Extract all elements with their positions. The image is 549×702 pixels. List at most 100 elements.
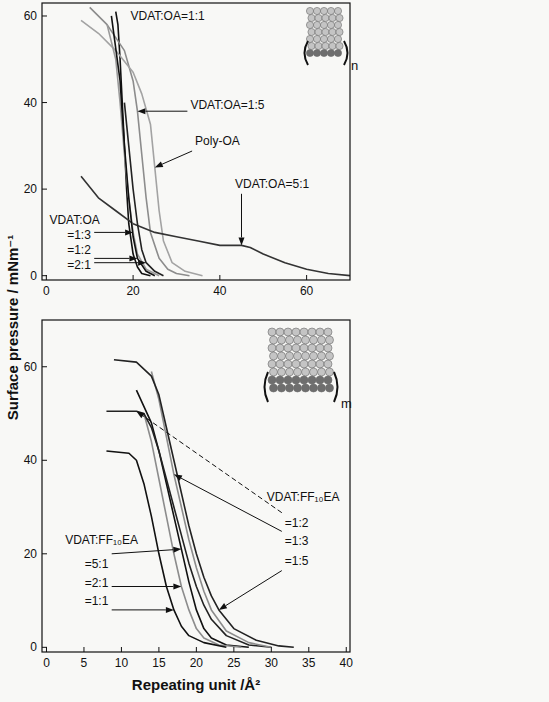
isotherm-line bbox=[106, 411, 271, 647]
inset-bead bbox=[336, 14, 343, 21]
x-tick bbox=[196, 647, 197, 652]
curve-label: =1:3 bbox=[285, 534, 309, 548]
inset-bead bbox=[327, 21, 334, 28]
label-arrow bbox=[94, 232, 125, 233]
inset-bead bbox=[286, 336, 294, 344]
inset-bead bbox=[334, 21, 341, 28]
inset-bead bbox=[286, 368, 294, 376]
inset-bead bbox=[315, 42, 322, 49]
arrow-head bbox=[125, 229, 133, 235]
inset-bead bbox=[316, 376, 324, 384]
inset-bead bbox=[270, 336, 278, 344]
inset-bead bbox=[322, 14, 329, 21]
inset-bead bbox=[308, 14, 315, 21]
inset-bead bbox=[326, 336, 334, 344]
x-tick-label: 20 bbox=[126, 284, 140, 298]
label-arrow bbox=[145, 111, 187, 112]
inset-bead bbox=[300, 328, 308, 336]
x-tick-label: 30 bbox=[265, 656, 279, 670]
inset-bead bbox=[276, 360, 284, 368]
inset-bead bbox=[308, 376, 316, 384]
y-tick bbox=[42, 275, 47, 276]
inset-bead bbox=[336, 42, 343, 49]
x-tick-label: 25 bbox=[227, 656, 241, 670]
isotherm-line bbox=[151, 371, 271, 647]
inset-bead bbox=[313, 7, 320, 14]
inset-bead bbox=[310, 352, 318, 360]
inset-bead bbox=[294, 368, 302, 376]
inset-bead bbox=[313, 49, 320, 56]
curve-label: =1:2 bbox=[67, 243, 91, 257]
inset-bead bbox=[294, 336, 302, 344]
inset-bead bbox=[320, 49, 327, 56]
inset-bead bbox=[329, 14, 336, 21]
isotherm-line bbox=[124, 103, 163, 276]
inset-bead bbox=[302, 368, 310, 376]
y-tick-label: 20 bbox=[24, 547, 38, 561]
inset-bead bbox=[329, 28, 336, 35]
curve-label: Poly-OA bbox=[195, 134, 240, 148]
inset-bead bbox=[270, 352, 278, 360]
y-tick-label: 60 bbox=[24, 360, 38, 374]
y-tick-label: 60 bbox=[24, 9, 38, 23]
arrow-head bbox=[129, 255, 137, 261]
label-arrow bbox=[94, 262, 138, 263]
inset-bead bbox=[318, 336, 326, 344]
isotherm-line bbox=[111, 16, 154, 276]
arrow-head bbox=[173, 547, 181, 553]
inset-bead bbox=[336, 28, 343, 35]
inset-bead bbox=[316, 360, 324, 368]
inset-bead bbox=[320, 21, 327, 28]
inset-bead bbox=[313, 35, 320, 42]
plot-data bbox=[81, 7, 350, 275]
y-tick-label: 0 bbox=[30, 640, 37, 654]
x-tick bbox=[158, 647, 159, 652]
inset-bead bbox=[324, 360, 332, 368]
curve-label: VDAT:OA=1:5 bbox=[190, 98, 264, 112]
inset-bead bbox=[318, 352, 326, 360]
arrow-head bbox=[166, 607, 174, 613]
inset-bead bbox=[294, 384, 302, 392]
inset-bead bbox=[286, 352, 294, 360]
x-tick bbox=[219, 275, 220, 280]
inset-bead bbox=[306, 49, 313, 56]
inset-bead bbox=[294, 352, 302, 360]
inset-bracket bbox=[265, 372, 269, 402]
inset-bead bbox=[320, 7, 327, 14]
x-tick-label: 0 bbox=[43, 284, 50, 298]
inset-bead bbox=[318, 384, 326, 392]
label-arrow bbox=[112, 609, 166, 610]
y-tick-label: 40 bbox=[24, 453, 38, 467]
curve-label: =1:2 bbox=[285, 516, 309, 530]
inset-bead bbox=[278, 384, 286, 392]
inset-bead bbox=[324, 344, 332, 352]
inset-bead bbox=[322, 28, 329, 35]
inset-bead bbox=[327, 7, 334, 14]
inset-bead bbox=[322, 42, 329, 49]
arrow-head bbox=[239, 237, 245, 245]
x-tick-label: 40 bbox=[213, 284, 227, 298]
plot-frame bbox=[42, 320, 350, 652]
x-axis-title: Repeating unit /Å² bbox=[132, 676, 260, 693]
y-tick-label: 0 bbox=[30, 269, 37, 283]
inset-bead bbox=[300, 376, 308, 384]
inset-bead bbox=[278, 368, 286, 376]
chart-canvas: n02040600204060VDAT:OA=1:1VDAT:OA=1:5Pol… bbox=[0, 0, 549, 702]
arrow-head bbox=[174, 474, 183, 480]
y-tick bbox=[42, 553, 47, 554]
x-tick-label: 40 bbox=[340, 656, 354, 670]
inset-bead bbox=[300, 360, 308, 368]
label-arrow bbox=[112, 586, 174, 587]
arrow-head bbox=[136, 411, 144, 418]
inset-bead bbox=[268, 328, 276, 336]
panel: m05101520253035400204060=5:1=2:1=1:1=1:2… bbox=[24, 320, 354, 670]
y-tick-label: 40 bbox=[24, 96, 38, 110]
x-tick bbox=[346, 647, 347, 652]
x-tick-label: 5 bbox=[81, 656, 88, 670]
arrow-head bbox=[219, 603, 227, 610]
inset-bead bbox=[284, 328, 292, 336]
inset-bead bbox=[292, 344, 300, 352]
inset-bracket bbox=[344, 41, 348, 65]
inset-bead bbox=[268, 376, 276, 384]
y-tick bbox=[42, 366, 47, 367]
